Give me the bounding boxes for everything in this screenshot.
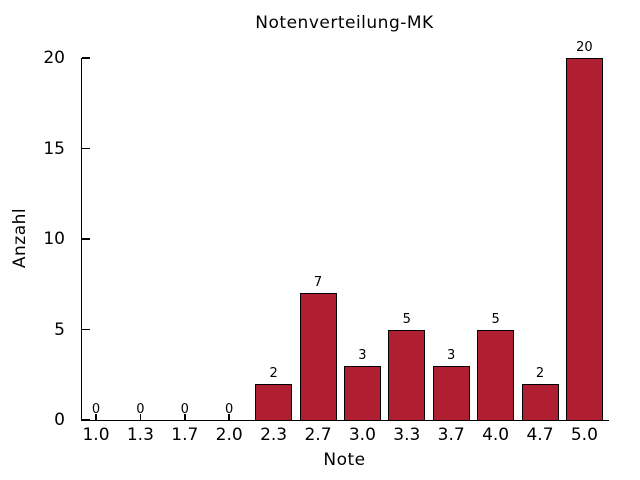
x-tick-label: 3.3 [393,425,421,445]
x-tick-label: 1.3 [126,425,154,445]
x-tick-label: 2.7 [304,425,332,445]
bar-value-label: 20 [576,40,593,55]
bar [432,365,470,420]
bar-value-label: 2 [535,365,545,381]
y-axis-tick [82,419,90,421]
x-tick-label: 1.7 [171,425,199,445]
bar-value-label: 5 [402,311,411,327]
y-axis-tick [82,57,90,59]
x-tick-label: 1.0 [82,425,110,445]
bar-value-label: 3 [447,347,456,363]
bar [477,329,515,420]
y-axis-tick [82,147,90,150]
y-axis-tick [82,328,90,331]
x-tick-label: 5.0 [570,425,598,445]
bar-value-label: 5 [491,311,500,327]
x-tick-label: 2.0 [215,425,243,445]
y-tick-label: 15 [43,138,65,159]
bar-value-label: 0 [225,402,234,417]
bar-value-label: 0 [91,402,101,417]
x-axis-label: Note [323,450,366,470]
bar-value-label: 3 [358,347,367,363]
bar-value-label: 0 [180,402,189,417]
y-tick-label: 5 [54,319,65,340]
x-tick-label: 3.7 [437,425,465,445]
bar [299,293,337,420]
y-tick-label: 10 [43,229,65,249]
bar-value-label: 2 [269,365,278,381]
x-tick-label: 3.0 [348,425,376,445]
x-axis-tick [228,414,230,420]
y-tick-label: 0 [54,410,65,430]
x-tick-label: 2.3 [260,425,288,445]
x-axis-tick [95,414,97,420]
bar [521,383,559,420]
x-tick-label: 4.7 [526,425,554,445]
y-tick-label: 20 [43,48,65,68]
x-tick-label: 4.0 [482,425,510,445]
bar [343,365,381,420]
bar-value-label: 7 [313,275,323,291]
bar [255,383,293,420]
x-axis-tick [184,414,186,420]
bar [565,58,603,420]
bar [388,329,426,420]
plot-area: 0 1.0 0 1.3 0 1.7 0 2.0 2 2.3 7 2.7 3 3.0 5 3.3 3 3.7 5 4.0… [81,41,609,445]
x-axis-tick [139,414,142,420]
chart-title: Notenverteilung-MK [255,13,434,33]
bar-value-label: 0 [136,402,145,417]
y-axis-tick [82,238,90,240]
